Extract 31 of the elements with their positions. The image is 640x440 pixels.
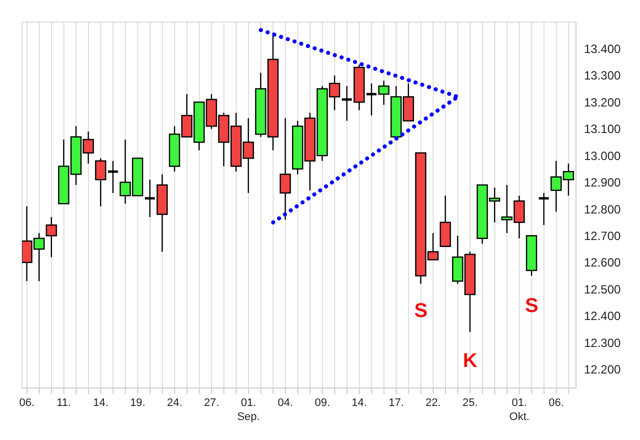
y-tick-label: 12.300 — [584, 336, 622, 350]
y-tick-label: 12.700 — [584, 228, 622, 243]
x-tick-label: 06. — [548, 397, 564, 409]
annotation: S — [524, 294, 540, 318]
x-tick-label: 17. — [388, 397, 404, 409]
annotation: K — [462, 348, 478, 373]
y-tick-label: 12.200 — [584, 362, 622, 377]
x-tick-label: 14. — [93, 397, 108, 409]
y-tick-label: 12.600 — [584, 256, 622, 270]
y-tick-label: 12.500 — [584, 282, 622, 296]
x-tick-label: 19. — [130, 397, 146, 409]
x-tick-label: 11. — [56, 397, 72, 409]
x-tick-label: 22. — [426, 397, 441, 409]
y-tick-label: 13.300 — [584, 68, 622, 83]
x-tick-label: 14. — [352, 397, 367, 409]
annotation: S — [413, 299, 429, 324]
x-tick-label: 01. Okt. — [509, 397, 530, 423]
x-tick-label: 09. — [314, 397, 330, 409]
x-tick-label: 01. Sep. — [237, 397, 260, 423]
y-tick-label: 12.900 — [584, 176, 622, 190]
y-tick-label: 12.400 — [584, 309, 622, 324]
y-tick-label: 13.100 — [584, 122, 622, 136]
x-tick-label: 25. — [462, 397, 478, 409]
x-tick-label: 06. — [19, 397, 35, 409]
x-tick-label: 27. — [204, 397, 220, 409]
x-tick-label: 24. — [167, 397, 182, 409]
y-tick-label: 13.000 — [584, 148, 622, 163]
y-tick-label: 13.200 — [584, 95, 622, 110]
y-tick-label: 13.400 — [584, 42, 622, 56]
y-tick-label: 12.800 — [584, 202, 622, 216]
x-tick-label: 04. — [278, 397, 294, 409]
